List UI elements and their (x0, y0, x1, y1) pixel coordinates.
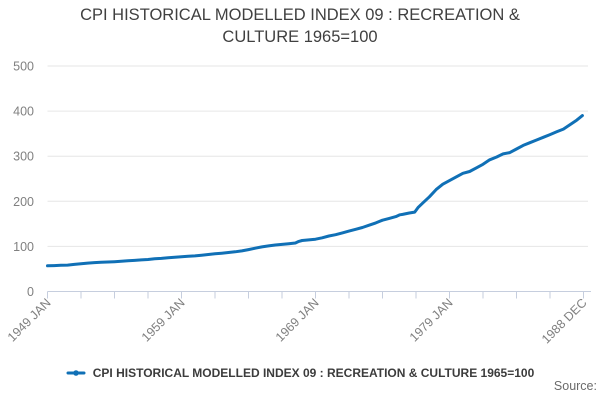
legend[interactable]: CPI HISTORICAL MODELLED INDEX 09 : RECRE… (0, 364, 600, 382)
y-tick-label: 500 (13, 60, 34, 74)
source-label: Source: (553, 379, 597, 393)
x-tick-label: 1979 JAN (407, 296, 456, 345)
y-tick-label: 200 (13, 195, 34, 209)
x-tick-label: 1988 DEC (539, 296, 590, 347)
x-tick-label: 1969 JAN (273, 296, 322, 345)
y-tick-label: 300 (13, 150, 34, 164)
x-tick-label: 1949 JAN (5, 296, 54, 345)
x-tick-label: 1959 JAN (139, 296, 188, 345)
y-tick-label: 0 (27, 285, 34, 299)
legend-label: CPI HISTORICAL MODELLED INDEX 09 : RECRE… (92, 366, 535, 380)
legend-line-marker-icon (66, 370, 86, 376)
chart-title: CPI HISTORICAL MODELLED INDEX 09 : RECRE… (80, 6, 520, 46)
y-tick-label: 400 (13, 105, 34, 119)
y-tick-label: 100 (13, 240, 34, 254)
series-line (46, 114, 584, 268)
